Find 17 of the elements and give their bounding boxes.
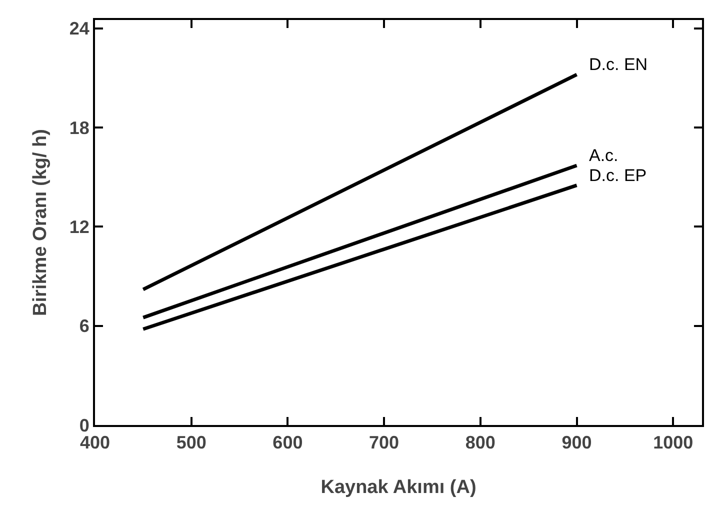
y-tick-label: 18 — [69, 118, 90, 138]
series-label: D.c. EP — [589, 166, 647, 185]
x-tick-label: 800 — [465, 432, 496, 453]
series-label: D.c. EN — [589, 55, 648, 74]
x-tick-label: 1000 — [653, 432, 694, 453]
x-tick-label: 600 — [272, 432, 303, 453]
x-tick-label: 900 — [562, 432, 592, 453]
y-tick-label: 12 — [69, 216, 90, 237]
y-tick-label: 6 — [79, 316, 90, 336]
x-tick-label: 400 — [80, 432, 110, 453]
y-tick-label: 0 — [79, 415, 90, 436]
y-tick-label: 24 — [69, 18, 90, 39]
y-axis-title: Birikme Oranı (kg/ h) — [30, 129, 51, 316]
x-tick-label: 500 — [176, 432, 206, 453]
x-axis-title: Kaynak Akımı (A) — [320, 477, 476, 498]
x-tick-label: 700 — [369, 432, 400, 453]
series-label: A.c. — [589, 146, 618, 165]
